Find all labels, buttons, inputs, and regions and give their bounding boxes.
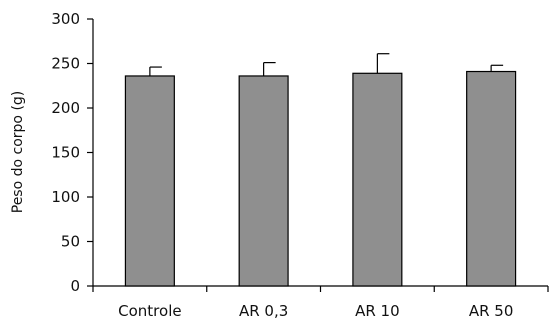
x-tick-label: AR 0,3 (239, 302, 288, 320)
y-axis: 0 50 100 150 200 250 300 (51, 10, 94, 295)
y-tick-label: 200 (51, 99, 80, 117)
y-tick-label: 250 (51, 55, 80, 73)
y-tick-label: 0 (70, 277, 80, 295)
y-tick-label: 300 (51, 10, 80, 28)
x-axis: Controle AR 0,3 AR 10 AR 50 (92, 285, 549, 320)
error-bars (149, 53, 504, 76)
x-tick-label: Controle (118, 302, 181, 320)
y-tick-label: 50 (61, 233, 80, 251)
bars (124, 70, 517, 287)
bar (124, 75, 175, 287)
bar (466, 70, 517, 287)
x-tick-label: AR 50 (469, 302, 514, 320)
y-axis-title: Peso do corpo (g) (10, 91, 26, 214)
y-tick-label: 150 (51, 144, 80, 162)
x-tick-label: AR 10 (355, 302, 400, 320)
y-tick-label: 100 (51, 188, 80, 206)
bar (238, 75, 289, 287)
bar (352, 72, 403, 287)
